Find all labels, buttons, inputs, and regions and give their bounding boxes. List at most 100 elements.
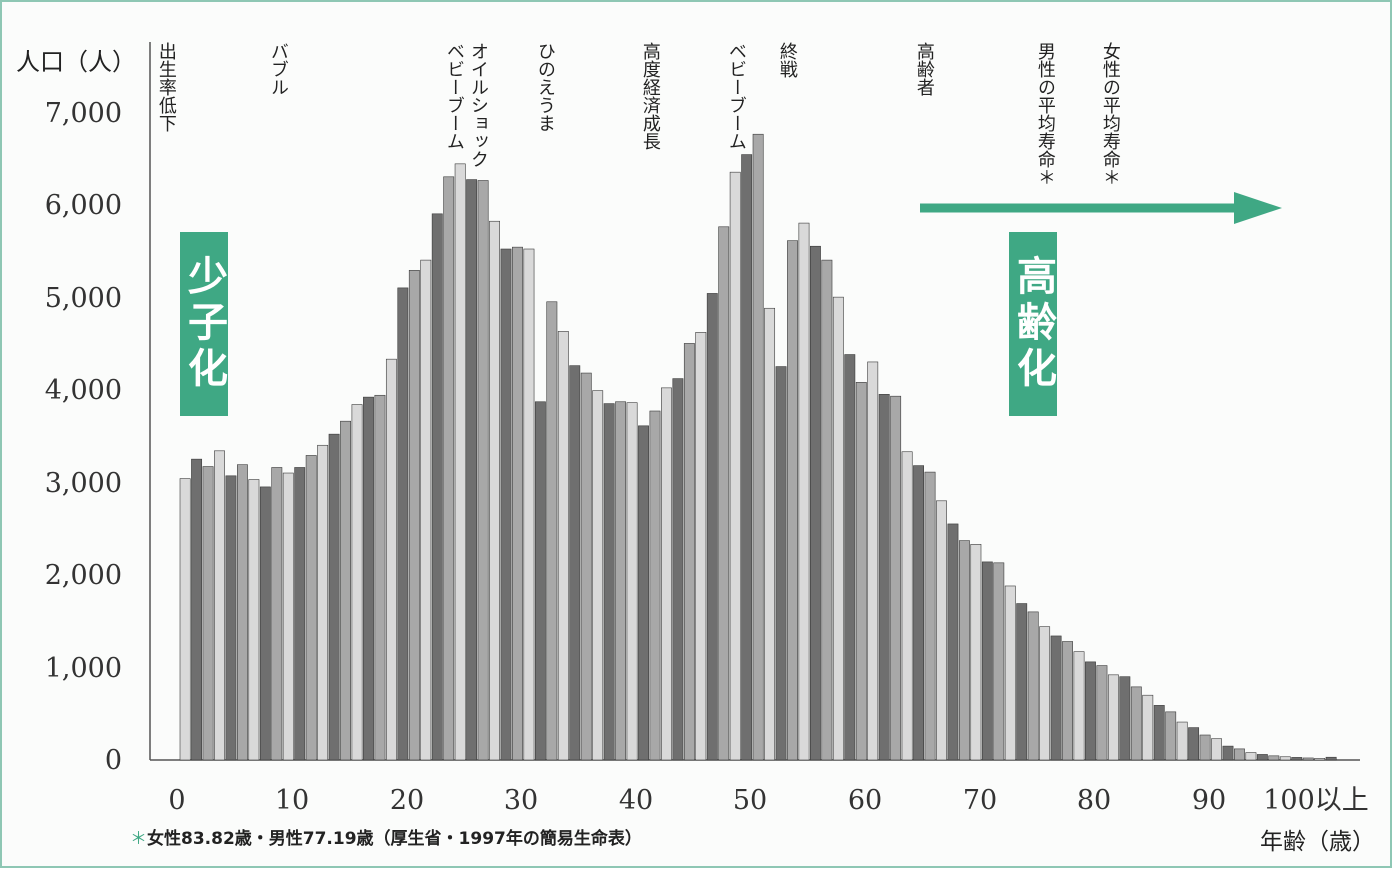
bar-age-81: [1107, 674, 1119, 761]
bar-age-99: [1314, 758, 1326, 761]
bar-age-67: [947, 523, 959, 761]
aging-badge: 高齢化: [1009, 232, 1057, 416]
bar-age-77: [1062, 641, 1073, 761]
bar-age-60: [867, 361, 879, 761]
x-tick-label: 90: [1191, 785, 1227, 816]
bar-age-72: [1004, 585, 1016, 761]
bar-age-1: [191, 458, 203, 761]
bar-age-75: [1039, 626, 1051, 761]
bar-age-5: [237, 464, 248, 761]
bar-age-47: [718, 226, 730, 761]
bar-age-52: [775, 366, 787, 761]
annotation-high-growth: 高度経済成長: [639, 42, 661, 150]
annotation-oil-shock: オイルショック: [467, 42, 489, 168]
bar-age-27: [489, 220, 500, 761]
y-tick-label: 6,000: [44, 190, 122, 221]
bar-age-16: [363, 396, 374, 761]
bar-age-91: [1222, 745, 1234, 761]
bar-age-66: [936, 500, 947, 761]
bar-age-15: [351, 404, 363, 761]
bar-age-2: [202, 466, 214, 761]
bar-age-36: [592, 390, 604, 761]
bar-age-57: [832, 296, 844, 761]
bar-age-83: [1130, 686, 1142, 761]
bar-age-95: [1268, 755, 1280, 761]
bar-age-93: [1245, 752, 1257, 761]
y-tick-label: 1,000: [44, 653, 122, 684]
bar-age-71: [993, 562, 1005, 761]
bar-age-59: [855, 382, 867, 761]
bar-age-17: [374, 394, 386, 761]
bar-age-40: [638, 425, 649, 761]
bar-age-8: [271, 467, 283, 761]
bar-age-7: [259, 486, 271, 761]
bar-age-87: [1176, 721, 1188, 761]
bar-age-86: [1165, 711, 1177, 761]
bar-age-90: [1211, 738, 1222, 761]
y-tick-label: 4,000: [44, 375, 122, 406]
aging-arrow-head: [1234, 192, 1282, 224]
bar-age-41: [649, 410, 661, 761]
bar-age-89: [1199, 734, 1211, 761]
bar-age-61: [878, 394, 890, 761]
bar-age-0: [179, 478, 191, 761]
declining-birthrate-badge: 少子化: [180, 232, 228, 416]
bar-age-38: [615, 401, 627, 761]
bar-age-18: [385, 358, 397, 761]
bar-age-33: [557, 331, 569, 761]
annotation-bubble: バブル: [267, 42, 289, 96]
bar-age-100: [1325, 756, 1337, 761]
bar-age-96: [1279, 756, 1291, 761]
bar-age-56: [821, 259, 833, 761]
bar-age-39: [626, 402, 638, 761]
bar-age-28: [500, 248, 512, 761]
x-tick-label: 80: [1076, 785, 1112, 816]
bar-age-54: [798, 222, 810, 761]
bar-age-44: [683, 343, 695, 761]
x-tick-label: 30: [503, 785, 539, 816]
bar-age-82: [1119, 676, 1131, 761]
bar-age-80: [1096, 665, 1108, 761]
bar-age-26: [477, 180, 489, 761]
bar-age-43: [672, 378, 684, 761]
bar-age-76: [1050, 635, 1062, 761]
bar-age-11: [305, 455, 317, 761]
bar-age-98: [1302, 757, 1314, 761]
y-tick-label: 0: [104, 745, 122, 776]
annotation-hinoeuma: ひのえうま: [534, 42, 556, 132]
bar-age-22: [431, 213, 443, 761]
x-tick-label: 50: [732, 785, 768, 816]
annotation-baby-boom-1: ベビーブーム: [725, 42, 747, 150]
bar-age-6: [248, 479, 260, 761]
bar-age-23: [443, 176, 455, 761]
bar-age-45: [695, 332, 707, 761]
bar-age-64: [913, 465, 925, 761]
bar-age-20: [408, 269, 420, 761]
bar-age-34: [569, 365, 581, 761]
annotation-war-end: 終戦: [776, 42, 798, 78]
bar-age-24: [454, 163, 466, 761]
bar-age-92: [1234, 748, 1245, 761]
bar-age-49: [741, 154, 753, 761]
bar-age-53: [787, 240, 798, 761]
x-axis-title: 年齢（歳）: [1260, 829, 1375, 855]
bar-age-35: [580, 372, 592, 761]
bar-age-21: [420, 259, 432, 761]
bar-age-30: [523, 248, 535, 761]
footnote: ＊女性83.82歳・男性77.19歳（厚生省・1997年の簡易生命表）: [130, 824, 642, 849]
bar-age-31: [534, 401, 546, 761]
bar-age-74: [1027, 611, 1039, 761]
x-tick-label: 0: [168, 785, 186, 816]
bar-age-68: [958, 540, 970, 761]
bar-age-14: [340, 420, 352, 761]
bar-age-55: [809, 245, 821, 761]
bar-age-58: [844, 354, 856, 761]
bar-age-32: [546, 301, 558, 761]
bar-age-79: [1085, 661, 1096, 761]
bar-age-84: [1142, 694, 1154, 761]
bar-age-9: [282, 472, 294, 761]
bar-age-94: [1256, 754, 1268, 761]
annotation-female-life-expectancy: 女性の平均寿命＊: [1099, 42, 1121, 186]
